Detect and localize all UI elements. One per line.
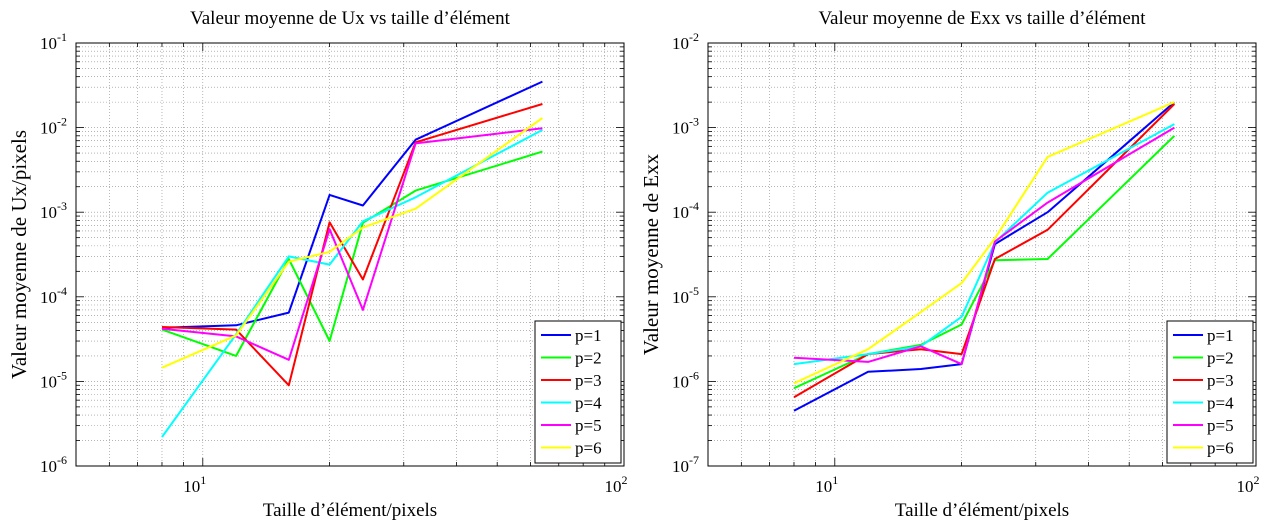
x-tick-label: 102 — [605, 473, 628, 496]
chart-title: Valeur moyenne de Ux vs taille d’élément — [190, 8, 510, 29]
legend-item-p=6: p=6 — [1173, 439, 1234, 458]
y-tick-label: 10-4 — [672, 199, 699, 222]
legend-item-p=4: p=4 — [1173, 394, 1234, 413]
legend-label: p=4 — [1207, 394, 1234, 413]
y-tick-label: 10-6 — [672, 368, 699, 391]
legend-item-p=2: p=2 — [541, 349, 602, 368]
chart-ux: 101 102 10-6 10-5 10-4 10-3 10-2 10-1 Valeur moy… — [7, 8, 628, 521]
x-tick-label: 101 — [815, 473, 838, 496]
legend-item-p=5: p=5 — [1173, 416, 1234, 435]
legend-box — [534, 320, 622, 464]
legend-item-p=2: p=2 — [1173, 349, 1234, 368]
legend-box — [1166, 320, 1254, 464]
y-tick-label: 10-3 — [672, 115, 699, 138]
x-axis-label: Taille d’élément/pixels — [895, 500, 1069, 521]
series-line-p=2 — [161, 150, 543, 357]
series-group — [161, 80, 543, 438]
legend-label: p=5 — [575, 416, 602, 435]
legend-label: p=1 — [575, 326, 602, 345]
y-tick-label: 10-3 — [40, 199, 67, 222]
series-line-p=4 — [793, 123, 1175, 366]
chart-title: Valeur moyenne de Exx vs taille d’élémen… — [818, 8, 1146, 29]
legend-item-p=3: p=3 — [1173, 371, 1234, 390]
legend-label: p=3 — [1207, 371, 1234, 390]
legend-item-p=6: p=6 — [541, 439, 602, 458]
legend-item-p=1: p=1 — [541, 326, 602, 345]
y-axis-label: Valeur moyenne de Ux/pixels — [7, 130, 31, 379]
y-tick-label: 10-4 — [40, 284, 67, 307]
legend-label: p=5 — [1207, 416, 1234, 435]
legend-label: p=3 — [575, 371, 602, 390]
legend-label: p=2 — [575, 349, 602, 368]
legend-item-p=5: p=5 — [541, 416, 602, 435]
y-axis-label: Valeur moyenne de Exx — [639, 153, 663, 355]
axes-box — [75, 42, 625, 467]
x-axis-label: Taille d’élément/pixels — [263, 500, 437, 521]
series-group — [793, 101, 1176, 412]
y-tick-label: 10-5 — [672, 284, 699, 307]
legend-item-p=4: p=4 — [541, 394, 602, 413]
legend-item-p=3: p=3 — [541, 371, 602, 390]
legend: p=1 p=2 p=3 p=4 p=5 p=6 — [1166, 320, 1254, 464]
chart-exx: 101 102 10-7 10-6 10-5 10-4 10-3 10-2 Valeur moy… — [639, 8, 1260, 521]
series-line-p=6 — [161, 117, 543, 369]
legend-label: p=2 — [1207, 349, 1234, 368]
plot-area — [76, 43, 624, 466]
grid — [76, 43, 624, 466]
y-tick-label: 10-5 — [40, 368, 67, 391]
series-line-p=6 — [793, 101, 1175, 385]
x-tick-label: 102 — [1237, 473, 1260, 496]
legend-item-p=1: p=1 — [1173, 326, 1234, 345]
y-tick-label: 10-2 — [40, 115, 67, 138]
series-line-p=1 — [161, 80, 543, 329]
y-tick-label: 10-6 — [40, 453, 67, 476]
axis-ticks — [75, 42, 625, 467]
series-line-p=3 — [161, 103, 543, 387]
y-tick-label: 10-7 — [672, 453, 699, 476]
axes-box — [707, 42, 1257, 467]
legend-label: p=4 — [575, 394, 602, 413]
legend-label: p=6 — [575, 439, 602, 458]
series-line-p=5 — [793, 126, 1175, 366]
legend: p=1 p=2 p=3 p=4 p=5 p=6 — [534, 320, 622, 464]
y-tick-label: 10-2 — [672, 30, 699, 53]
grid — [708, 43, 1256, 466]
x-tick-label: 101 — [183, 473, 206, 496]
legend-label: p=1 — [1207, 326, 1234, 345]
y-tick-label: 10-1 — [40, 30, 67, 53]
legend-label: p=6 — [1207, 439, 1234, 458]
